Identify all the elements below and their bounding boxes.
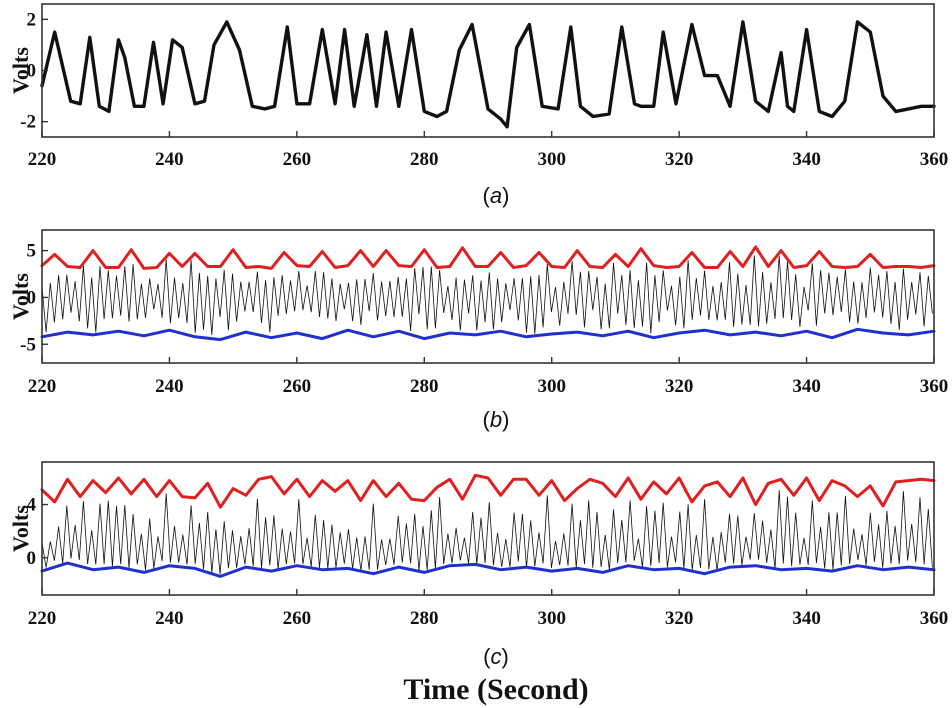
panel-c-xtick-label: 240 — [155, 608, 184, 629]
panel-b-ytick-label: 5 — [27, 241, 37, 262]
panel-c-ytick-label: 4 — [27, 495, 37, 516]
panel-a-xtick-label: 360 — [920, 149, 949, 170]
panel-a-signal-line — [40, 20, 936, 129]
panel-a-xtick-label: 320 — [665, 149, 694, 170]
panel-c-xtick-label: 320 — [665, 608, 694, 629]
panel-b-raw-signal-line — [41, 255, 933, 335]
panel-c-line-chart: Volts 220 240 260 280 300 320 340 360 0 4 — [8, 461, 949, 629]
panel-b-xtick-label: 300 — [537, 376, 566, 397]
panel-c-xtick-label: 340 — [792, 608, 821, 629]
panel-b-axes-frame — [41, 229, 935, 364]
panel-b-ytick-label: 0 — [27, 287, 37, 308]
panel-c-ytick-label: 0 — [27, 548, 37, 569]
panel-a-ylabel: Volts — [8, 47, 33, 94]
panel-c-lower-envelope-line — [40, 561, 936, 578]
panel-b-upper-envelope-line — [40, 245, 936, 270]
panel-b-caption-letter: b — [490, 407, 502, 432]
panel-c-axes-frame — [41, 461, 935, 596]
panel-c-xtick-label: 260 — [283, 608, 312, 629]
panel-a-caption-letter: a — [490, 183, 502, 208]
panel-b-lower-envelope-line — [40, 327, 936, 342]
panel-c-raw-signal-line — [41, 490, 933, 575]
panel-b-xtick-label: 360 — [920, 376, 949, 397]
panel-c-caption-letter: c — [491, 644, 502, 669]
panel-b-ylabel: Volts — [8, 273, 33, 320]
panel-a-ytick-label: 0 — [27, 61, 37, 82]
panel-b-xtick-label: 340 — [792, 376, 821, 397]
panel-a-caption: (a) — [483, 183, 510, 208]
panel-c-caption: (c) — [483, 644, 509, 669]
panel-b-xtick-label: 280 — [410, 376, 439, 397]
panel-b-xtick-label: 220 — [28, 376, 57, 397]
panel-a-xtick-label: 280 — [410, 149, 439, 170]
panel-b-line-chart: Volts 220 240 260 280 300 320 340 360 -5 0 5 — [8, 229, 949, 397]
panel-b-xtick-label: 240 — [155, 376, 184, 397]
panel-a-xtick-label: 340 — [792, 149, 821, 170]
panel-c-ylabel: Volts — [8, 505, 33, 552]
panel-b-xtick-label: 320 — [665, 376, 694, 397]
panel-c-xtick-label: 360 — [920, 608, 949, 629]
panel-c-xtick-label: 220 — [28, 608, 57, 629]
panel-a-line-chart: Volts 220 240 260 280 300 320 340 360 -2 0 2 — [8, 3, 949, 170]
panel-b-ytick-label: -5 — [20, 334, 36, 355]
panel-b-caption: (b) — [483, 407, 510, 432]
figure-xlabel: Time (Second) — [403, 673, 588, 706]
panel-c-upper-envelope-line — [40, 473, 936, 509]
panel-a-xtick-label: 220 — [28, 149, 57, 170]
panel-a-ytick-label: -2 — [20, 112, 36, 133]
panel-a-ytick-label: 2 — [27, 9, 37, 30]
panel-c-xtick-label: 300 — [537, 608, 566, 629]
panel-a-xtick-label: 300 — [537, 149, 566, 170]
panel-a-xtick-label: 240 — [155, 149, 184, 170]
panel-b-xtick-label: 260 — [283, 376, 312, 397]
panel-a-xtick-label: 260 — [283, 149, 312, 170]
panel-c-xtick-label: 280 — [410, 608, 439, 629]
